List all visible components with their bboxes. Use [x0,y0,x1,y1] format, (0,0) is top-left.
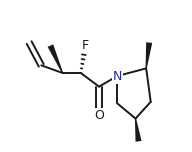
Polygon shape [135,118,142,142]
Polygon shape [146,42,152,68]
Text: O: O [94,109,104,122]
Text: N: N [113,69,122,83]
Text: F: F [82,39,89,52]
Polygon shape [48,44,63,73]
